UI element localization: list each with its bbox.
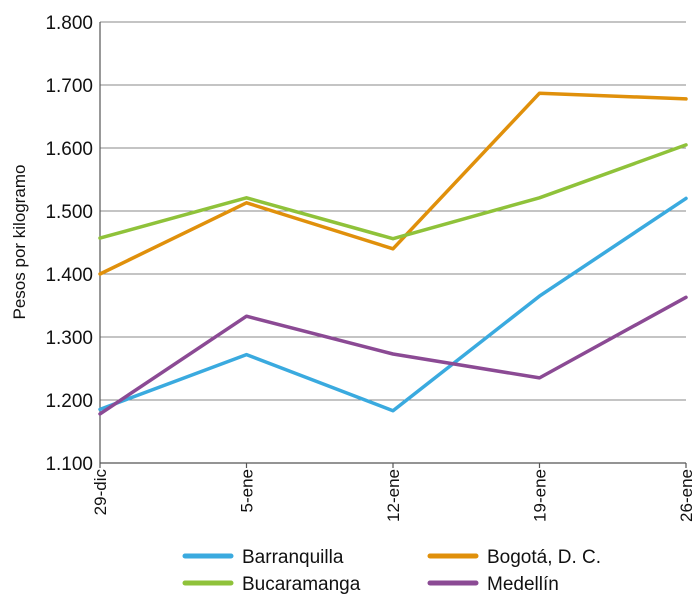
legend-label: Barranquilla	[242, 547, 344, 568]
series-line	[98, 196, 688, 413]
y-tick-label: 1.100	[45, 454, 93, 475]
legend-label: Bogotá, D. C.	[487, 547, 601, 568]
x-tick-label: 5-ene	[238, 469, 257, 512]
y-tick-label: 1.200	[45, 391, 93, 412]
y-tick-label: 1.700	[45, 76, 93, 97]
series-line	[98, 143, 688, 241]
y-tick-label: 1.300	[45, 328, 93, 349]
x-tick-label: 19-ene	[531, 469, 550, 522]
series-line	[98, 295, 688, 416]
y-tick-label: 1.500	[45, 202, 93, 223]
legend: Barranquilla Bogotá, D. C. Bucaramanga Mede…	[182, 547, 601, 595]
x-tick-label: 29-dic	[91, 469, 110, 516]
series-line	[98, 91, 688, 276]
series-lines	[98, 91, 688, 416]
y-tick-labels: 1.100 1.200 1.300 1.400 1.500 1.600 1.700 1.800	[45, 13, 93, 475]
legend-label: Medellín	[487, 574, 559, 595]
x-tick-labels: 29-dic 5-ene 12-ene 19-ene 26-ene	[91, 469, 692, 522]
y-axis-label: Pesos por kilogramo	[10, 165, 29, 320]
x-tick-label: 12-ene	[384, 469, 403, 522]
legend-label: Bucaramanga	[242, 574, 361, 595]
y-tick-label: 1.800	[45, 13, 93, 34]
axes	[99, 22, 687, 468]
y-tick-label: 1.400	[45, 265, 93, 286]
x-tick-label: 26-ene	[677, 469, 692, 522]
gridlines	[100, 21, 686, 401]
y-tick-label: 1.600	[45, 139, 93, 160]
